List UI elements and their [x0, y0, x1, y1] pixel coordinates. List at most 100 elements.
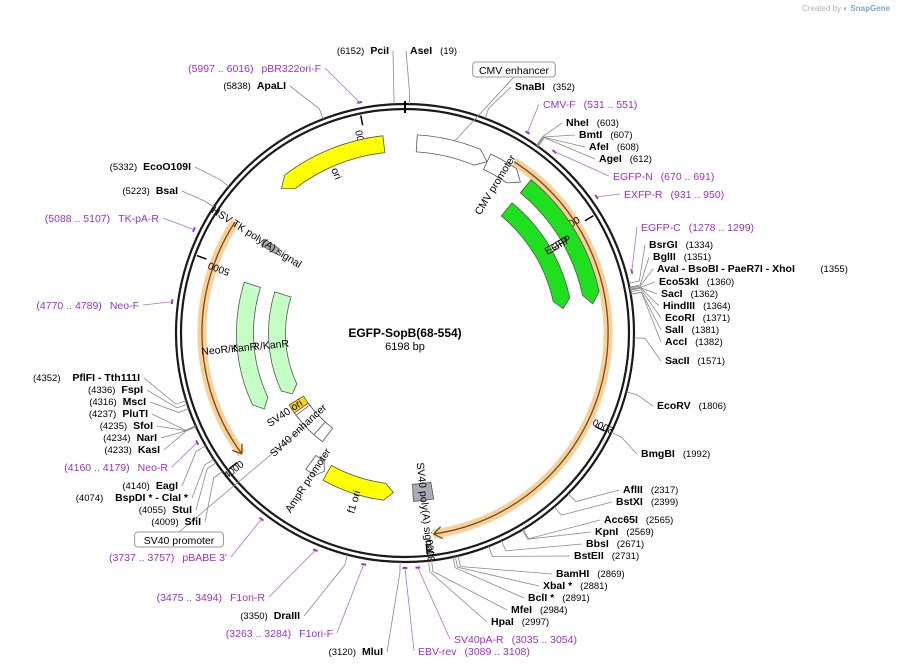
tick-label-3000: 3000	[425, 538, 438, 562]
enzyme-leader	[303, 554, 348, 617]
enzyme-asei[interactable]: AseI (19)	[405, 45, 457, 105]
feature-hsv-tk-poly-a-signal[interactable]	[260, 238, 280, 255]
enzyme-leader	[289, 85, 324, 120]
enzyme-sacii[interactable]: SacII (1571)	[633, 337, 725, 367]
enzyme-bmgbi[interactable]: BmgBI (1992)	[611, 431, 710, 460]
enzyme-kasi[interactable]: KasI (4233)	[104, 426, 197, 456]
enzyme-pflfi-tth111i[interactable]: PflFI - Tth111I (4352)	[33, 372, 187, 405]
enzyme-name: HpaI	[491, 616, 514, 628]
primer-neo-f[interactable]: Neo-F (4770 .. 4789)	[36, 299, 174, 312]
enzyme-mlui[interactable]: MluI (3120)	[329, 561, 401, 658]
primer-sv40pa-r[interactable]: SV40pA-R (3035 .. 3054)	[415, 566, 577, 646]
feature-cmv-enhancer[interactable]	[415, 134, 488, 166]
primer-neo-r[interactable]: Neo-R (4160 .. 4179)	[64, 439, 200, 474]
enzyme-fspi[interactable]: FspI (4336)	[88, 384, 188, 409]
enzyme-draiii[interactable]: DraIII (3350)	[240, 554, 348, 622]
feature-ori[interactable]	[280, 135, 386, 190]
enzyme-bsai[interactable]: BsaI (5223)	[122, 185, 215, 208]
primer-name: EGFP-C	[641, 222, 681, 234]
enzyme-position: (1360)	[707, 277, 734, 288]
feature-f1-ori[interactable]	[322, 464, 395, 501]
enzyme-bcli[interactable]: BclI * (2891)	[452, 556, 590, 604]
enzyme-name: AseI	[410, 45, 432, 57]
enzyme-leader	[405, 50, 411, 105]
enzyme-nhei[interactable]: NheI (603)	[536, 117, 619, 146]
enzyme-avai-bsobi-paer7i-xhoi[interactable]: AvaI - BsoBI - PaeR7I - XhoI (1355)	[629, 263, 848, 289]
enzyme-position: (4233)	[104, 445, 131, 456]
enzyme-leader	[626, 391, 654, 407]
primer-leader	[162, 217, 195, 230]
enzyme-name: BsrGI	[649, 239, 678, 251]
primer-pbabe-3[interactable]: pBABE 3' (3737 .. 3757)	[109, 516, 264, 564]
primer-leader	[268, 549, 316, 598]
enzyme-bbsi[interactable]: BbsI (2671)	[500, 538, 644, 552]
enzyme-afei[interactable]: AfeI (608)	[537, 136, 639, 153]
tick-mark	[196, 254, 207, 260]
primer-egfp-c[interactable]: EGFP-C (1278 .. 1299)	[630, 222, 754, 274]
enzyme-eco53ki[interactable]: Eco53kI (1360)	[629, 276, 734, 290]
enzyme-bstxi[interactable]: BstXI (2399)	[553, 496, 678, 516]
enzyme-msci[interactable]: MscI (4316)	[89, 396, 190, 413]
tick-mark	[584, 214, 594, 222]
enzyme-ecoo109i[interactable]: EcoO109I (5332)	[110, 161, 230, 188]
enzyme-pcii[interactable]: PciI (6152)	[337, 45, 395, 105]
feature-sv40-poly-a-signal[interactable]	[412, 481, 435, 502]
enzyme-leader	[149, 401, 190, 413]
enzyme-bspdi-clai[interactable]: BspDI * - ClaI * (4074)	[76, 458, 215, 504]
feature-sv40-enhancer[interactable]	[295, 404, 326, 436]
enzyme-acci[interactable]: AccI (1382)	[630, 291, 723, 348]
feature-neor-kanr[interactable]	[268, 291, 298, 395]
enzyme-name: EagI	[156, 480, 178, 492]
enzyme-name: SfoI	[133, 420, 153, 432]
enzyme-bsteii[interactable]: BstEII (2731)	[488, 546, 640, 562]
enzyme-name: KasI	[138, 444, 160, 456]
primer-pbr322ori-f[interactable]: pBR322ori-F (5997 .. 6016)	[188, 63, 363, 104]
enzyme-eagi[interactable]: EagI (4140)	[122, 445, 206, 492]
feature-ampr-promoter[interactable]	[305, 454, 325, 476]
enzyme-ecorv[interactable]: EcoRV (1806)	[626, 391, 726, 412]
primer-leader	[417, 567, 451, 640]
enzyme-position: (1334)	[686, 240, 713, 251]
enzyme-apali[interactable]: ApaLI (5838)	[223, 80, 324, 120]
enzyme-aflii[interactable]: AflII (2317)	[567, 484, 678, 502]
enzyme-hpai[interactable]: HpaI (2997)	[428, 560, 550, 628]
enzyme-sfii[interactable]: SfiI (4009)	[151, 470, 223, 528]
enzyme-pluti[interactable]: PluTI (4237)	[89, 408, 196, 431]
primer-tk-pa-r[interactable]: TK-pA-R (5088 .. 5107)	[45, 213, 196, 233]
primer-name: EGFP-N	[613, 171, 653, 183]
enzyme-agei[interactable]: AgeI (612)	[537, 137, 652, 165]
enzyme-position: (2984)	[540, 605, 567, 616]
tick-mark	[360, 115, 364, 126]
enzyme-stui[interactable]: StuI (4055)	[139, 462, 217, 516]
feature-neor-kanr[interactable]	[236, 281, 269, 410]
feature-egfp[interactable]	[500, 202, 571, 310]
enzyme-hindiii[interactable]: HindIII (1364)	[629, 287, 731, 312]
enzyme-leader	[195, 462, 217, 511]
enzyme-sfoi[interactable]: SfoI (4235)	[100, 420, 196, 432]
enzyme-position: (3350)	[240, 611, 267, 622]
enzyme-bsrgi[interactable]: BsrGI (1334)	[628, 239, 713, 284]
enzyme-mfei[interactable]: MfeI (2984)	[431, 560, 568, 616]
primer-cmv-f[interactable]: CMV-F (531 .. 551)	[524, 99, 637, 135]
feature-egfp[interactable]	[519, 179, 600, 305]
enzyme-leader	[143, 377, 187, 405]
enzyme-leader	[630, 289, 662, 319]
feature-cmv-promoter[interactable]	[482, 153, 521, 184]
primer-egfp-n[interactable]: EGFP-N (670 .. 691)	[551, 149, 715, 183]
enzyme-position: (1381)	[692, 325, 719, 336]
primer-f1ori-f[interactable]: F1ori-F (3263 .. 3284)	[226, 562, 367, 640]
enzyme-kpni[interactable]: KpnI (2569)	[521, 526, 654, 540]
enzyme-position: (4237)	[89, 409, 116, 420]
primer-f1ori-r[interactable]: F1ori-R (3475 .. 3494)	[157, 548, 318, 604]
feature-sv40-ori[interactable]	[288, 395, 309, 414]
enzyme-bglii[interactable]: BglII (1351)	[629, 251, 711, 288]
plasmid-name: EGFP-SopB(68-554)	[348, 326, 461, 340]
enzyme-xbai[interactable]: XbaI * (2881)	[454, 556, 608, 592]
primer-exfp-r[interactable]: EXFP-R (931 .. 950)	[594, 189, 724, 201]
enzyme-snabi[interactable]: SnaBI (352)	[484, 81, 575, 119]
enzyme-leader	[567, 489, 620, 502]
enzyme-bamhi[interactable]: BamHI (2869)	[457, 555, 625, 580]
enzyme-ecori[interactable]: EcoRI (1371)	[630, 289, 730, 324]
enzyme-saci[interactable]: SacI (1362)	[629, 287, 718, 300]
primer-ebv-rev[interactable]: EBV-rev (3089 .. 3108)	[402, 566, 530, 658]
